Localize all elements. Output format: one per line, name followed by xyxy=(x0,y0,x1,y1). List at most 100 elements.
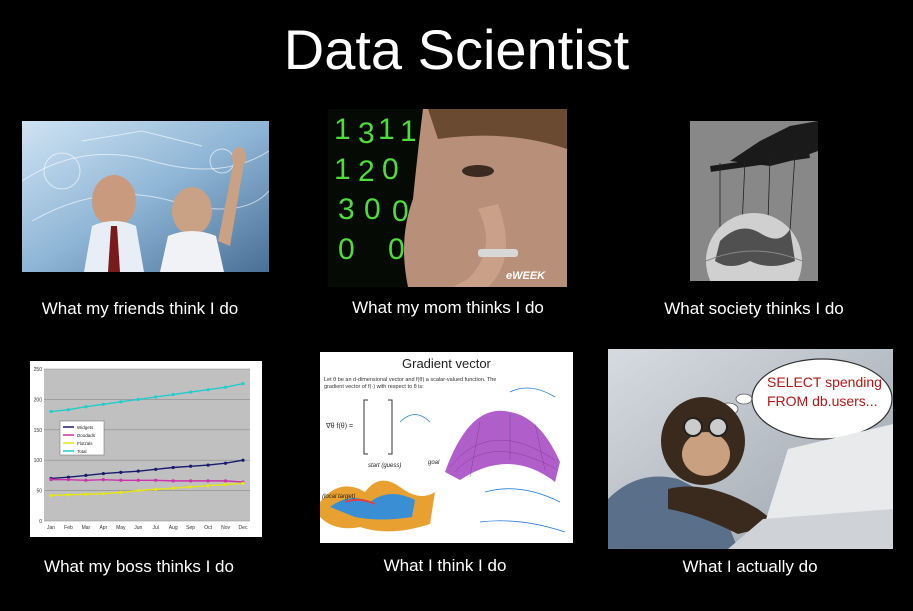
data-point-widgets xyxy=(241,458,245,462)
legend-label: Doodads xyxy=(77,433,96,438)
society-caption: What society thinks I do xyxy=(664,299,844,318)
x-tick-label: Oct xyxy=(204,525,212,531)
data-point-doodads xyxy=(171,479,175,483)
data-point-flotzals xyxy=(206,484,210,488)
actually-caption: What I actually do xyxy=(682,557,818,576)
series-line-total xyxy=(50,382,244,413)
matrix-digit: 3 xyxy=(338,193,355,226)
series-line-widgets xyxy=(50,459,244,480)
gradient-text-line2: gradient vector of f(·) with respect to … xyxy=(324,384,424,390)
x-tick-label: Dec xyxy=(239,525,248,531)
legend-label: Widgets xyxy=(77,425,94,430)
y-tick-label: 200 xyxy=(34,397,43,403)
think-caption: What I think I do xyxy=(383,556,507,575)
series-line-doodads xyxy=(51,478,244,483)
matrix-digit: 0 xyxy=(364,193,381,226)
data-point-doodads xyxy=(223,479,228,483)
data-point-widgets xyxy=(206,463,210,467)
gradient-formula: ∇θ f(θ) = xyxy=(325,422,353,430)
matrix-digit: 3 xyxy=(358,117,375,150)
data-point-widgets xyxy=(223,461,228,465)
data-point-doodads xyxy=(84,478,88,482)
data-point-flotzals xyxy=(84,492,88,496)
matrix-digit: 1 xyxy=(334,153,351,186)
x-tick-label: Mar xyxy=(82,525,91,531)
line-chart: 0 50 100 150 200 250 Jan Feb Mar Apr May Jun Jul Aug… xyxy=(34,367,250,531)
data-point-widgets xyxy=(84,473,88,477)
label-start: start (guess) xyxy=(368,463,401,469)
data-point-doodads xyxy=(101,478,105,482)
data-point-doodads xyxy=(136,478,140,482)
data-point-flotzals xyxy=(101,492,105,496)
data-point-widgets xyxy=(136,469,140,473)
data-point-doodads xyxy=(119,478,123,482)
data-point-widgets xyxy=(66,475,71,479)
x-tick-label: May xyxy=(116,525,126,531)
matrix-digit: 1 xyxy=(334,113,351,146)
eweek-watermark: eWEEK xyxy=(506,270,546,282)
data-point-flotzals xyxy=(154,487,158,491)
x-tick-label: Sep xyxy=(186,525,195,531)
y-tick-label: 150 xyxy=(34,428,43,434)
page-title: Data Scientist xyxy=(283,18,630,81)
data-point-total xyxy=(49,409,53,414)
y-tick-label: 50 xyxy=(36,489,42,495)
matrix-digit: 0 xyxy=(388,233,405,266)
mom-image: 1 3 1 1 1 2 0 3 0 0 0 0 eWEEK xyxy=(328,109,567,287)
data-point-widgets xyxy=(171,465,175,470)
friends-image xyxy=(22,121,269,272)
data-point-total xyxy=(171,392,175,397)
x-tick-label: Jul xyxy=(153,525,159,531)
data-point-widgets xyxy=(101,471,105,476)
data-point-widgets xyxy=(154,467,158,471)
matrix-digit: 1 xyxy=(378,113,395,146)
data-point-total xyxy=(66,408,71,412)
y-tick-label: 250 xyxy=(34,367,43,373)
data-point-flotzals xyxy=(241,481,245,485)
chimp-image: SELECT spending FROM db.users... xyxy=(608,349,893,549)
data-point-total xyxy=(206,388,210,392)
data-point-flotzals xyxy=(189,485,193,489)
label-goal: goal xyxy=(428,460,440,466)
series-line-flotzals xyxy=(50,482,244,497)
speech-line2: FROM db.users... xyxy=(767,393,877,409)
boss-chart: 0 50 100 150 200 250 Jan Feb Mar Apr May Jun Jul Aug… xyxy=(30,361,262,537)
mom-caption: What my mom thinks I do xyxy=(352,298,544,317)
data-point-doodads xyxy=(206,479,210,483)
data-point-doodads xyxy=(189,479,193,483)
data-point-total xyxy=(241,381,245,386)
label-local: (local target) xyxy=(322,494,355,500)
data-point-flotzals xyxy=(119,490,123,495)
boss-caption: What my boss thinks I do xyxy=(44,557,234,576)
legend-label: Total xyxy=(77,449,87,454)
x-tick-label: Feb xyxy=(64,525,73,531)
data-point-flotzals xyxy=(171,486,175,490)
data-point-widgets xyxy=(189,464,193,468)
data-point-total xyxy=(84,405,88,409)
data-point-flotzals xyxy=(66,493,71,497)
data-point-total xyxy=(223,385,228,389)
matrix-digit: 1 xyxy=(400,115,417,148)
y-tick-label: 0 xyxy=(39,519,42,525)
legend-label: Flotzals xyxy=(77,441,93,446)
data-point-total xyxy=(119,400,123,404)
data-point-doodads xyxy=(66,478,71,482)
speech-line1: SELECT spending xyxy=(767,374,882,390)
friends-caption: What my friends think I do xyxy=(41,299,239,318)
data-point-total xyxy=(101,402,105,406)
data-point-total xyxy=(136,397,140,401)
x-tick-label: Jun xyxy=(134,525,142,531)
data-point-flotzals xyxy=(136,489,140,493)
matrix-digit: 0 xyxy=(338,233,355,266)
data-point-doodads xyxy=(154,478,158,482)
y-tick-label: 100 xyxy=(34,458,43,464)
data-point-flotzals xyxy=(49,493,53,498)
data-point-total xyxy=(154,395,158,399)
x-tick-label: Jan xyxy=(47,525,55,531)
gradient-heading: Gradient vector xyxy=(402,356,492,371)
matrix-digit: 0 xyxy=(382,153,399,186)
matrix-digit: 2 xyxy=(358,155,375,188)
x-tick-label: Apr xyxy=(99,525,107,531)
gradient-text-line1: Let θ be an d-dimensional vector and f(θ… xyxy=(324,377,496,383)
data-point-flotzals xyxy=(223,482,228,487)
